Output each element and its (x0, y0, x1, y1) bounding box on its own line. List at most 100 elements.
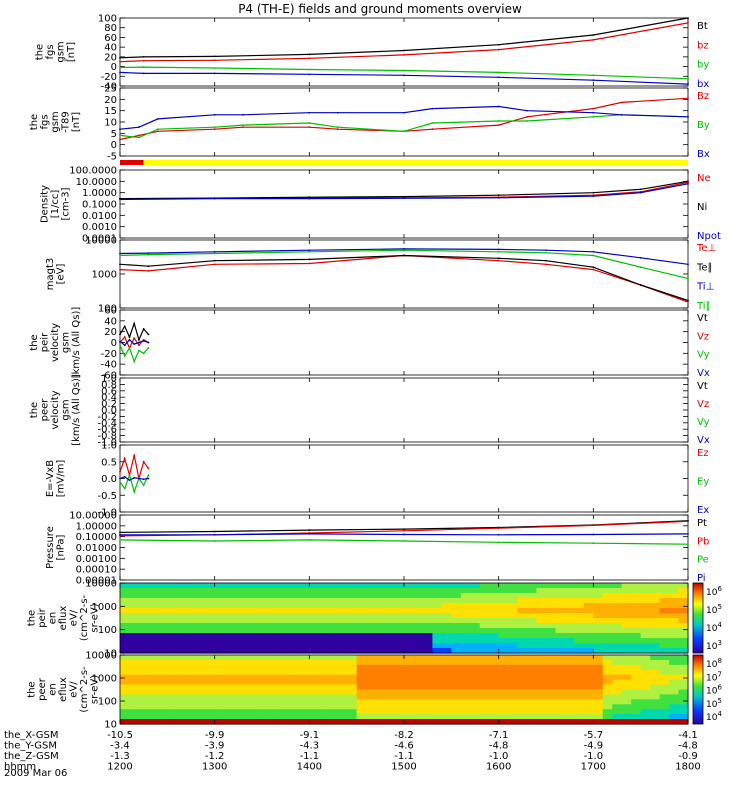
spectrogram-cell (262, 704, 273, 710)
y-axis-label-line: [eV] (55, 264, 66, 285)
spectrogram-cell (347, 709, 358, 715)
legend-Bx: Bx (697, 149, 710, 160)
spectrogram-cell (299, 674, 310, 681)
spectrogram-cell (650, 583, 661, 589)
spectrogram-cell (583, 704, 594, 710)
y-tick-label: 10 (104, 720, 117, 731)
spectrogram-cell (280, 664, 291, 671)
spectrogram-cell (621, 633, 632, 639)
spectrogram-cell (262, 583, 273, 589)
data-point (592, 34, 595, 36)
spectrogram-cell (432, 674, 443, 681)
spectrogram-cell (129, 699, 140, 705)
spectrogram-cell (564, 719, 575, 725)
spectrogram-cell (375, 618, 386, 624)
y-tick-label: 10.0000 (76, 177, 117, 188)
spectrogram-cell (583, 623, 594, 629)
spectrogram-cell (413, 623, 424, 629)
spectrogram-cell (299, 655, 310, 661)
spectrogram-cell (309, 588, 320, 594)
spectrogram-cell (233, 655, 244, 661)
spectrogram-cell (479, 674, 490, 681)
spectrogram-cell (404, 638, 415, 644)
spectrogram-cell (546, 628, 557, 634)
spectrogram-cell (508, 659, 519, 666)
spectrogram-cell (508, 699, 519, 705)
data-point (242, 113, 244, 116)
spectrogram-cell (451, 593, 462, 599)
spectrogram-cell (309, 709, 320, 715)
spectrogram-cell (451, 694, 462, 700)
data-point (497, 257, 500, 260)
spectrogram-cell (214, 669, 225, 676)
data-point (133, 476, 136, 479)
data-point (213, 113, 216, 116)
spectrogram-cell (366, 603, 377, 609)
spectrogram-cell (252, 643, 263, 649)
y-tick-label: -0.8 (97, 431, 117, 442)
spectrogram-cell (195, 608, 206, 614)
data-point (336, 111, 339, 114)
data-point (147, 253, 150, 256)
spectrogram-cell (451, 669, 462, 676)
y-tick-label: 40 (104, 316, 117, 327)
spectrogram-cell (593, 623, 604, 629)
spectrogram-cell (138, 714, 149, 720)
spectrogram-cell (394, 694, 405, 700)
spectrogram-cell (650, 694, 661, 700)
spectrogram-cell (148, 648, 159, 654)
spectrogram-cell (120, 648, 131, 654)
spectrogram-cell (546, 655, 557, 661)
spectrogram-cell (243, 719, 254, 725)
spectrogram-cell (337, 709, 348, 715)
spectrogram-cell (583, 628, 594, 634)
spectrogram-cell (290, 628, 301, 634)
spectrogram-cell (413, 669, 424, 676)
spectrogram-cell (432, 643, 443, 649)
spectrogram-cell (243, 643, 254, 649)
spectrogram-cell (621, 664, 632, 671)
spectrogram-cell (640, 694, 651, 700)
spectrogram-cell (328, 664, 339, 671)
data-point (526, 120, 528, 122)
spectrogram-cell (309, 613, 320, 619)
y-axis-label-line: -T89 (61, 111, 72, 133)
spectrogram-cell (470, 669, 481, 676)
y-axis-label-line: peir (37, 607, 48, 627)
spectrogram-cell (564, 618, 575, 624)
spectrogram-cell (148, 674, 159, 681)
spectrogram-cell (224, 628, 235, 634)
spectrogram-cell (489, 648, 500, 654)
spectrogram-cell (337, 588, 348, 594)
spectrogram-cell (120, 669, 131, 676)
spectrogram-cell (489, 588, 500, 594)
spectrogram-cell (347, 588, 358, 594)
spectrogram-cell (555, 643, 566, 649)
spectrogram-cell (262, 664, 273, 671)
spectrogram-cell (375, 684, 386, 691)
spectrogram-cell (422, 664, 433, 671)
spectrogram-cell (593, 608, 604, 614)
spectrogram-cell (546, 719, 557, 725)
spectrogram-cell (574, 659, 585, 666)
spectrogram-cell (299, 689, 310, 696)
data-point (128, 347, 131, 349)
spectrogram-cell (441, 684, 452, 691)
data-point (497, 105, 500, 108)
spectrogram-cell (157, 618, 168, 624)
spectrogram-cell (309, 628, 320, 634)
spectrogram-cell (148, 689, 159, 696)
spectrogram-cell (356, 674, 367, 681)
spectrogram-cell (385, 709, 396, 715)
data-point (213, 530, 216, 533)
spectrogram-cell (195, 583, 206, 589)
orbit-value: -3.9 (205, 741, 225, 752)
data-point (119, 268, 121, 271)
spectrogram-cell (205, 608, 216, 614)
spectrogram-cell (451, 588, 462, 594)
colorbar-tick-label: 104 (706, 710, 722, 723)
spectrogram-cell (602, 684, 613, 691)
data-point (142, 66, 145, 68)
spectrogram-cell (271, 583, 282, 589)
